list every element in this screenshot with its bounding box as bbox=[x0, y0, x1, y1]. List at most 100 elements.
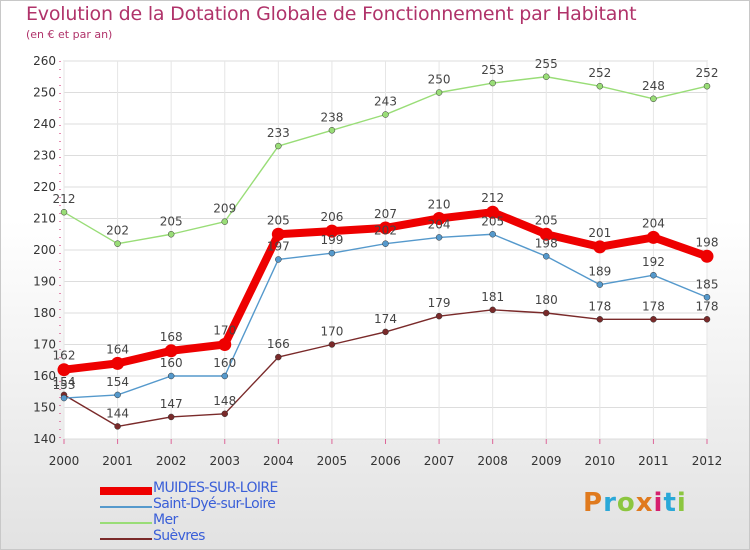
y-tick-label: 210 bbox=[33, 212, 56, 226]
data-label: 212 bbox=[481, 191, 504, 205]
y-tick-label: 150 bbox=[33, 401, 56, 415]
data-label: 153 bbox=[53, 378, 76, 392]
x-tick-label: 2004 bbox=[263, 454, 294, 468]
data-point bbox=[275, 142, 282, 150]
data-point bbox=[221, 218, 228, 225]
data-point bbox=[703, 294, 711, 301]
data-point bbox=[646, 230, 660, 244]
data-label: 201 bbox=[588, 226, 611, 240]
data-label: 160 bbox=[160, 356, 183, 370]
data-point bbox=[167, 231, 175, 238]
legend-label: Saint-Dyé-sur-Loire bbox=[153, 496, 276, 512]
data-point bbox=[593, 240, 607, 254]
data-point bbox=[167, 413, 175, 421]
legend-swatch bbox=[100, 522, 152, 524]
proxiti-logo: Proxiti bbox=[583, 488, 687, 518]
data-label: 212 bbox=[53, 192, 76, 206]
data-point bbox=[596, 316, 604, 323]
logo-letter: r bbox=[603, 488, 617, 518]
data-label: 252 bbox=[696, 66, 719, 80]
data-point bbox=[379, 221, 392, 235]
legend-label: Mer bbox=[153, 512, 178, 528]
data-point bbox=[167, 372, 175, 380]
data-point bbox=[489, 306, 496, 314]
data-label: 205 bbox=[160, 214, 183, 228]
logo-letter: o bbox=[616, 488, 636, 518]
data-label: 197 bbox=[267, 239, 290, 253]
data-point bbox=[489, 231, 496, 238]
y-tick-label: 230 bbox=[33, 149, 56, 163]
data-label: 147 bbox=[160, 397, 183, 411]
data-label: 192 bbox=[642, 255, 665, 269]
data-point bbox=[432, 212, 446, 225]
data-point bbox=[486, 205, 500, 219]
data-label: 204 bbox=[642, 216, 665, 230]
data-label: 178 bbox=[696, 299, 719, 313]
y-tick-label: 160 bbox=[33, 369, 56, 383]
y-tick-label: 240 bbox=[33, 117, 56, 131]
data-label: 189 bbox=[588, 265, 611, 279]
legend-swatch bbox=[100, 487, 152, 495]
chart-subtitle: (en € et par an) bbox=[26, 28, 113, 41]
x-tick-label: 2012 bbox=[692, 454, 723, 468]
logo-letter: x bbox=[635, 488, 654, 518]
y-tick-label: 170 bbox=[33, 338, 56, 352]
data-point bbox=[114, 423, 121, 430]
data-label: 154 bbox=[53, 375, 76, 389]
data-label: 179 bbox=[428, 296, 451, 310]
data-label: 252 bbox=[588, 66, 611, 80]
data-point bbox=[543, 253, 550, 260]
data-point bbox=[543, 73, 550, 80]
data-point bbox=[328, 341, 336, 348]
data-label: 178 bbox=[588, 299, 611, 313]
legend-swatch bbox=[100, 506, 152, 508]
data-label: 198 bbox=[535, 236, 558, 250]
data-point bbox=[700, 249, 714, 263]
data-label: 181 bbox=[481, 290, 504, 304]
data-point bbox=[275, 353, 282, 361]
data-label: 168 bbox=[160, 330, 183, 344]
data-label: 180 bbox=[535, 293, 558, 307]
data-label: 199 bbox=[320, 233, 343, 247]
data-point bbox=[57, 363, 71, 377]
data-point bbox=[60, 208, 68, 216]
data-label: 185 bbox=[696, 277, 719, 291]
data-point bbox=[543, 309, 550, 317]
y-tick-label: 200 bbox=[33, 243, 56, 257]
data-point bbox=[382, 111, 389, 118]
data-label: 205 bbox=[481, 214, 504, 228]
y-tick-label: 220 bbox=[33, 180, 56, 194]
data-point bbox=[164, 344, 178, 358]
chart-title: Evolution de la Dotation Globale de Fonc… bbox=[26, 3, 637, 25]
data-label: 170 bbox=[213, 324, 236, 338]
data-point bbox=[596, 281, 604, 288]
data-label: 170 bbox=[320, 325, 343, 339]
data-point bbox=[435, 234, 443, 241]
data-point bbox=[114, 240, 121, 247]
data-point bbox=[435, 89, 443, 96]
data-label: 206 bbox=[320, 210, 343, 224]
data-label: 210 bbox=[428, 198, 451, 212]
x-tick-label: 2011 bbox=[638, 454, 669, 468]
data-label: 160 bbox=[213, 356, 236, 370]
y-tick-label: 140 bbox=[33, 432, 56, 446]
x-tick-label: 2003 bbox=[209, 454, 240, 468]
data-point bbox=[60, 394, 68, 402]
x-tick-label: 2000 bbox=[49, 454, 80, 468]
logo-letter: P bbox=[583, 488, 604, 518]
data-point bbox=[650, 95, 657, 103]
x-tick-label: 2002 bbox=[156, 454, 187, 468]
x-tick-label: 2006 bbox=[370, 454, 401, 468]
legend-label: MUIDES-SUR-LOIRE bbox=[153, 480, 278, 496]
data-label: 198 bbox=[696, 235, 719, 249]
data-point bbox=[489, 79, 496, 87]
data-label: 148 bbox=[213, 394, 236, 408]
data-label: 233 bbox=[267, 126, 290, 140]
data-point bbox=[275, 256, 282, 263]
data-point bbox=[382, 240, 389, 247]
data-point bbox=[539, 227, 553, 241]
data-point bbox=[382, 328, 389, 336]
data-point bbox=[218, 338, 232, 351]
data-label: 162 bbox=[53, 349, 76, 363]
